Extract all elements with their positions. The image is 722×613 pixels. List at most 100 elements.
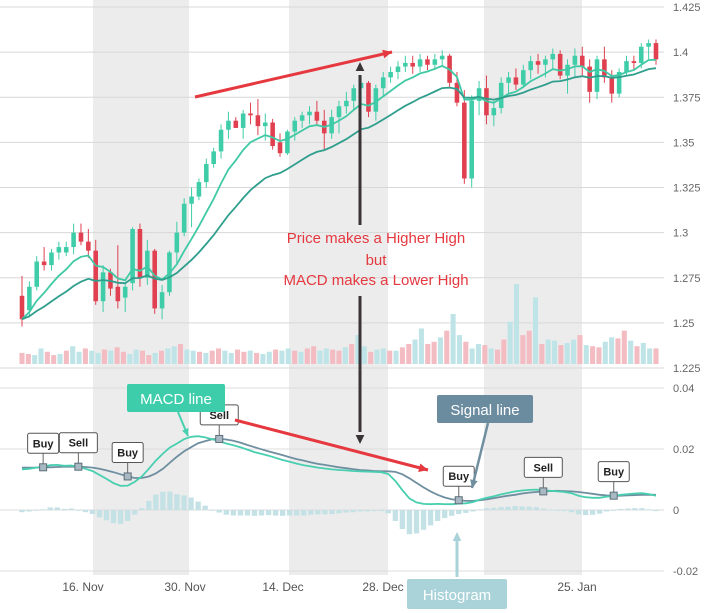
volume-bar — [590, 346, 596, 364]
histogram-bar — [117, 510, 124, 524]
volume-bar — [533, 297, 539, 364]
volume-bar — [133, 349, 139, 364]
histogram-bar — [103, 510, 110, 521]
candle-body — [307, 111, 312, 116]
histogram-bar — [202, 505, 208, 510]
volume-bar — [526, 330, 532, 364]
volume-bar — [216, 348, 222, 364]
volume-bar — [171, 346, 177, 364]
histogram-bar — [343, 510, 349, 513]
signal-marker-box — [58, 432, 98, 454]
candle-body — [41, 261, 47, 266]
volume-bar — [82, 348, 88, 364]
volume-bar — [520, 335, 526, 364]
macd-tick-label: 0 — [673, 505, 679, 517]
histogram-bar — [47, 507, 53, 510]
candle-body — [432, 59, 438, 65]
candle-body — [469, 100, 474, 179]
volume-bar — [292, 350, 298, 364]
histogram-callout-text: Histogram — [423, 587, 491, 604]
candle-body — [631, 61, 637, 63]
ema-fast-line — [21, 59, 657, 320]
volume-bar — [190, 350, 196, 364]
histogram-bar — [547, 509, 554, 511]
candle-body — [513, 77, 519, 85]
signal-marker-point — [39, 463, 48, 472]
volume-bar — [475, 344, 482, 364]
candle-body — [204, 164, 209, 183]
volume-bar — [444, 330, 450, 364]
histogram-bar — [575, 510, 582, 515]
histogram-bar — [181, 495, 187, 510]
volume-bar — [235, 349, 241, 364]
date-tick-label: 28. Dec — [362, 580, 403, 594]
volume-bar — [32, 355, 38, 364]
histogram-bar — [441, 510, 448, 519]
histogram-bar — [456, 510, 462, 515]
volume-bar — [596, 347, 602, 364]
candle-body — [587, 66, 592, 92]
histogram-bar — [618, 508, 624, 510]
volume-bar — [114, 347, 120, 364]
histogram-bar — [258, 510, 265, 516]
candle-body — [196, 182, 202, 197]
date-tick-label: 14. Dec — [262, 580, 303, 594]
signal-marker-buy: Buy — [442, 465, 475, 505]
histogram-bar — [68, 508, 74, 510]
signal-marker-label: Buy — [448, 471, 470, 483]
volume-bar — [552, 340, 558, 364]
candle-body — [115, 286, 121, 302]
histogram-bar — [195, 501, 201, 510]
histogram-bar — [54, 507, 60, 510]
volume-bar — [228, 352, 234, 364]
histogram-pointer-head — [452, 532, 462, 542]
price-tick-label: 1.225 — [673, 363, 701, 375]
price-tick-label: 1.425 — [673, 2, 701, 14]
candle-body — [439, 55, 445, 60]
signal-marker-label: Buy — [603, 467, 625, 479]
histogram-bar — [146, 500, 152, 510]
candle-body — [579, 55, 585, 67]
volume-bar — [336, 350, 342, 364]
divergence-text-line2: but — [366, 252, 388, 269]
signal-marker-sell: Sell — [58, 432, 98, 471]
shaded-band-0 — [93, 0, 189, 575]
volume-bar — [95, 352, 101, 364]
signal-marker-box — [523, 456, 563, 478]
signal-marker-label: Sell — [209, 410, 229, 422]
candle-body — [403, 62, 408, 67]
volume-bar — [57, 354, 63, 364]
volume-bar — [539, 344, 545, 364]
volume-bar — [285, 348, 291, 364]
histogram-bar — [61, 508, 67, 510]
volume-bar — [418, 328, 424, 364]
histogram-bar — [110, 510, 117, 524]
volume-bar — [640, 342, 646, 364]
volume-bar — [273, 349, 279, 364]
candle-body — [528, 61, 533, 71]
volume-bar — [431, 341, 437, 364]
candle-body — [49, 252, 54, 266]
candle-body — [159, 292, 165, 309]
histogram-bar — [505, 506, 511, 510]
histogram-bar — [357, 510, 363, 512]
histogram-bar — [336, 510, 342, 514]
histogram-bar — [96, 510, 103, 518]
candle-body — [572, 55, 578, 65]
volume-bar — [368, 351, 374, 364]
volume-bar — [260, 354, 266, 364]
histogram-bar — [308, 510, 314, 515]
volume-bar — [564, 342, 570, 364]
candle-body — [255, 115, 261, 127]
histogram-bar — [40, 509, 46, 511]
histogram-bar — [329, 510, 335, 515]
volume-bar — [437, 337, 443, 364]
price-tick-label: 1.4 — [673, 47, 688, 59]
candle-body — [27, 286, 32, 311]
candle-body — [86, 241, 91, 251]
candle-body — [100, 272, 106, 302]
histogram-bar — [378, 510, 384, 512]
candle-body — [262, 122, 268, 127]
signal-marker-point — [74, 462, 83, 471]
volume-bar — [406, 344, 412, 364]
